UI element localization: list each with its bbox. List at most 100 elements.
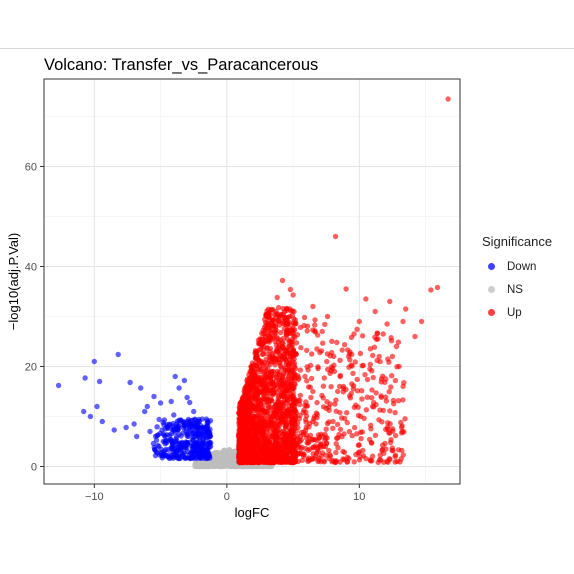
point-up [258, 431, 264, 437]
point-up [294, 433, 301, 439]
point-ns [230, 450, 237, 457]
point-up [286, 367, 292, 374]
legend-item-ns: NS [482, 278, 552, 301]
point-down [205, 450, 212, 456]
point-up [258, 359, 264, 365]
point-up [368, 426, 374, 432]
point-down [180, 452, 186, 458]
point-up [257, 448, 263, 454]
point-up [292, 365, 299, 372]
point-up [390, 397, 397, 404]
point-up [383, 398, 390, 404]
point-down [194, 428, 200, 434]
point-ns [192, 463, 198, 470]
point-down [156, 416, 162, 423]
point-up [367, 458, 374, 464]
y-axis-label: −log10(adj.P.Val) [6, 233, 21, 330]
point-up [307, 362, 314, 369]
point-up [337, 373, 343, 380]
point-up [324, 351, 331, 357]
legend-swatch-up [488, 309, 495, 316]
point-up [295, 458, 302, 465]
points-down [55, 351, 214, 462]
y-tick-label: 60 [25, 162, 37, 174]
point-up [275, 348, 281, 354]
y-tick-label: 40 [25, 262, 37, 274]
point-up [240, 399, 247, 405]
point-up [295, 450, 302, 457]
point-up [351, 331, 357, 337]
point-down [199, 443, 205, 449]
point-up [305, 384, 312, 390]
legend: Significance Down NS Up [482, 234, 552, 324]
point-up [275, 318, 281, 325]
point-down [144, 403, 150, 410]
point-up [307, 432, 314, 438]
point-up [388, 437, 394, 443]
point-down [203, 416, 210, 422]
legend-swatch-down [488, 263, 495, 270]
point-up [360, 362, 366, 369]
point-up [329, 459, 335, 465]
point-up [306, 457, 313, 464]
point-ns [221, 447, 228, 453]
point-up [291, 327, 298, 333]
point-down [195, 418, 201, 424]
point-up [346, 364, 352, 370]
point-up [327, 401, 333, 407]
point-up [326, 447, 332, 454]
point-up [334, 339, 340, 346]
point-up [318, 453, 325, 459]
point-up [246, 399, 252, 405]
point-down [185, 455, 191, 461]
legend-title: Significance [482, 234, 553, 249]
point-up [376, 353, 382, 360]
point-up [377, 358, 383, 365]
point-up [393, 343, 400, 350]
point-up [267, 370, 273, 376]
point-down [170, 455, 176, 461]
point-up [310, 418, 316, 425]
point-up [358, 435, 364, 442]
point-down [99, 418, 106, 425]
point-up [372, 334, 378, 340]
point-up [320, 340, 326, 346]
point-up [272, 458, 278, 464]
point-up [281, 419, 288, 426]
point-up [266, 374, 272, 381]
point-down [168, 398, 174, 405]
points-up [236, 96, 451, 466]
point-up [367, 366, 373, 372]
point-up [346, 353, 352, 360]
point-up [261, 439, 268, 445]
point-down [91, 358, 98, 365]
point-up [302, 373, 308, 380]
point-up [305, 367, 311, 373]
point-up [262, 420, 268, 426]
point-up [383, 376, 389, 382]
point-up [342, 415, 348, 422]
point-up [290, 292, 296, 298]
point-up [237, 431, 243, 438]
point-up [395, 398, 402, 404]
point-up [386, 359, 392, 365]
point-up [332, 233, 339, 240]
point-up [346, 428, 353, 435]
point-ns [222, 456, 228, 462]
point-up [389, 353, 396, 360]
point-down [173, 449, 179, 455]
point-up [340, 383, 347, 390]
point-up [278, 377, 285, 383]
point-up [292, 417, 298, 423]
point-down [134, 433, 140, 440]
point-down [184, 394, 190, 401]
point-up [326, 419, 332, 425]
point-down [138, 385, 144, 391]
legend-item-up: Up [482, 301, 552, 324]
point-down [180, 419, 186, 426]
point-down [187, 399, 193, 406]
point-up [247, 375, 253, 381]
point-up [336, 431, 342, 438]
point-up [236, 450, 242, 457]
legend-label-down: Down [507, 260, 537, 273]
